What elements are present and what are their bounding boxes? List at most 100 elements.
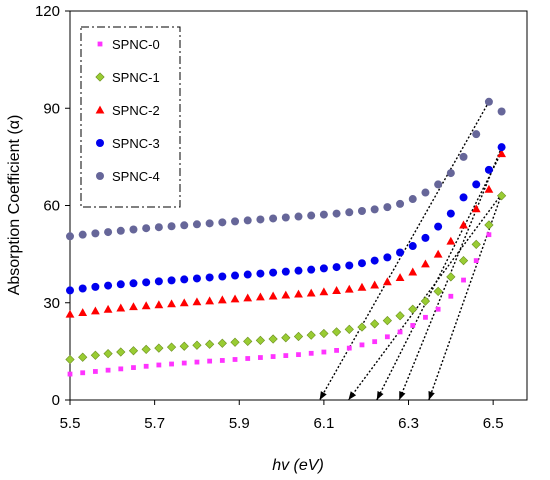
extrapolation-arrowhead <box>376 391 384 400</box>
data-point <box>218 272 227 281</box>
data-point <box>410 323 416 328</box>
data-point <box>270 354 276 359</box>
data-point <box>141 344 151 355</box>
legend-label: SPNC-0 <box>112 37 160 52</box>
legend-label: SPNC-3 <box>112 136 160 151</box>
data-point <box>217 295 227 304</box>
data-point <box>167 222 176 231</box>
data-point <box>67 371 73 377</box>
data-point <box>78 308 88 316</box>
data-point <box>192 274 201 283</box>
data-point <box>141 301 151 310</box>
data-point <box>472 180 481 189</box>
data-point <box>293 331 304 342</box>
data-point <box>281 290 291 299</box>
data-point <box>408 267 418 276</box>
data-series <box>65 97 507 377</box>
data-point <box>408 304 418 314</box>
data-point <box>281 333 291 343</box>
data-point <box>128 346 139 356</box>
x-tick-label: 6.5 <box>483 415 504 432</box>
data-point <box>307 211 316 220</box>
data-point <box>269 214 278 223</box>
data-point <box>142 224 151 233</box>
data-point <box>103 349 113 359</box>
data-point <box>395 273 405 281</box>
data-point <box>283 353 289 358</box>
data-point <box>423 314 428 320</box>
data-point <box>142 278 151 287</box>
data-point <box>129 302 138 311</box>
data-point <box>91 229 100 238</box>
data-point <box>319 210 328 219</box>
data-point <box>192 297 202 306</box>
data-point <box>433 286 443 297</box>
data-point <box>395 311 405 321</box>
data-point <box>231 217 240 226</box>
data-point <box>446 236 456 245</box>
data-point <box>332 263 341 272</box>
data-point <box>383 203 392 212</box>
data-point <box>408 195 417 204</box>
data-point <box>116 303 126 312</box>
data-point <box>319 287 329 296</box>
legend-item: SPNC-0 <box>97 37 160 52</box>
series-spnc-2 <box>65 149 507 318</box>
legend-label: SPNC-1 <box>112 70 160 85</box>
data-point <box>484 184 494 193</box>
y-tick-label: 90 <box>43 100 60 117</box>
data-point <box>471 239 481 250</box>
data-point <box>96 172 104 180</box>
data-point <box>294 266 303 275</box>
data-point <box>103 304 113 313</box>
data-point <box>243 336 253 346</box>
x-axis: 5.5 5.7 5.9 6.1 6.3 6.5 <box>60 400 504 432</box>
legend-label: SPNC-2 <box>112 103 160 118</box>
data-point <box>167 276 176 285</box>
data-point <box>306 330 316 340</box>
data-point <box>496 191 507 201</box>
data-point <box>321 349 327 355</box>
data-point <box>78 352 88 362</box>
series-spnc-0 <box>67 232 492 377</box>
data-point <box>205 273 214 282</box>
data-point <box>116 280 125 289</box>
data-point <box>194 359 200 365</box>
data-point <box>179 341 189 351</box>
data-point <box>104 228 113 237</box>
y-tick-label: 120 <box>35 3 60 20</box>
data-point <box>281 213 290 222</box>
data-point <box>218 218 227 227</box>
data-point <box>382 277 392 286</box>
data-point <box>66 232 74 241</box>
data-point <box>129 225 138 234</box>
data-point <box>78 230 87 239</box>
data-point <box>258 355 263 360</box>
data-point <box>434 222 443 231</box>
data-point <box>268 334 278 344</box>
data-point <box>97 41 103 47</box>
data-point <box>306 288 316 297</box>
data-point <box>446 272 456 282</box>
data-point <box>116 347 126 357</box>
data-point <box>80 370 86 376</box>
x-tick-label: 6.3 <box>398 415 419 432</box>
data-point <box>459 220 468 229</box>
data-point <box>319 264 328 273</box>
data-point <box>357 282 367 291</box>
data-point <box>116 226 125 235</box>
data-point <box>167 299 176 308</box>
data-point <box>65 354 75 365</box>
data-point <box>359 342 365 348</box>
y-tick-label: 30 <box>43 295 60 312</box>
data-point <box>472 130 481 139</box>
legend-item: SPNC-1 <box>95 70 160 85</box>
x-tick-label: 5.7 <box>144 415 165 432</box>
data-point <box>497 107 506 116</box>
data-point <box>154 300 164 309</box>
legend-item: SPNC-3 <box>96 136 160 151</box>
data-point <box>421 188 430 197</box>
data-point <box>332 286 341 294</box>
legend-item: SPNC-4 <box>96 169 160 184</box>
data-point <box>256 292 265 301</box>
